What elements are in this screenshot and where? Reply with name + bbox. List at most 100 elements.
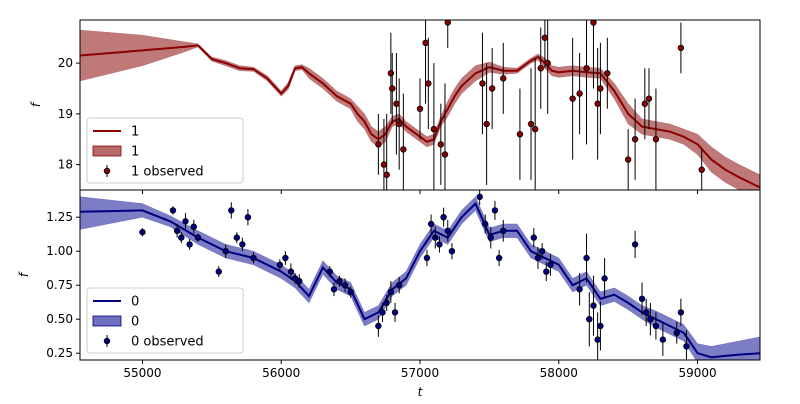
legend-label: 0 — [131, 295, 139, 310]
observed-point — [228, 202, 235, 219]
bottom-panel-plot-area — [80, 190, 760, 360]
observed-point — [538, 243, 546, 260]
observed-point — [395, 78, 403, 170]
observed-point — [400, 93, 407, 190]
legend-label: 1 — [131, 125, 139, 140]
legend-label: 0 — [131, 315, 139, 330]
legend-entry: 1 — [93, 125, 139, 140]
observed-point — [530, 228, 537, 248]
observed-point — [194, 233, 202, 242]
observed-point — [624, 129, 632, 190]
observed-point — [380, 118, 388, 190]
observed-point — [583, 20, 590, 145]
observed-point — [330, 282, 338, 297]
legend-entry: 0 observed — [103, 335, 204, 350]
legend-label: 1 observed — [131, 165, 204, 180]
legend-entry: 1 — [92, 145, 139, 160]
observed-point — [583, 233, 590, 283]
top-panel-legend: 1 1 1 observed — [86, 117, 244, 184]
observed-point — [276, 259, 284, 271]
bottom-panel-points — [139, 190, 690, 360]
observed-point — [427, 214, 435, 234]
observed-point — [287, 263, 295, 280]
observed-point — [601, 258, 608, 299]
observed-point — [645, 68, 653, 130]
bottom-panel-y-label: f — [17, 271, 31, 277]
observed-point — [641, 68, 649, 140]
observed-point — [347, 286, 354, 298]
observed-point — [416, 78, 424, 140]
observed-point — [379, 302, 386, 322]
observed-point — [437, 103, 445, 185]
y-tick-label: 1.25 — [46, 210, 73, 224]
top-panel-x-ticks — [141, 190, 699, 194]
observed-point — [375, 113, 382, 175]
observed-point — [647, 302, 654, 336]
observed-point — [326, 266, 333, 278]
observed-point — [250, 252, 257, 264]
observed-point — [576, 272, 583, 306]
observed-point — [341, 278, 349, 292]
observed-point — [391, 302, 399, 322]
observed-point — [483, 63, 490, 185]
observed-point — [677, 298, 685, 326]
observed-point — [487, 226, 494, 249]
observed-point — [531, 58, 539, 190]
observed-point — [576, 52, 583, 135]
top-panel-y-label: f — [29, 101, 43, 107]
uncertainty-band — [80, 29, 760, 190]
observed-point — [233, 232, 241, 244]
observed-point — [393, 52, 400, 155]
observed-point — [604, 37, 611, 109]
observed-point — [186, 238, 193, 250]
observed-point — [389, 52, 396, 125]
top-panel-y-ticks: 18 19 20 — [58, 56, 80, 172]
top-panel-points — [375, 20, 705, 190]
observed-point — [652, 312, 660, 340]
observed-point — [537, 27, 544, 109]
observed-point — [482, 214, 489, 234]
observed-point — [491, 200, 499, 220]
observed-point — [436, 236, 443, 253]
observed-point — [190, 219, 197, 234]
observed-point — [534, 247, 542, 269]
legend-label: 1 — [131, 145, 139, 160]
x-tick-label: 57000 — [401, 366, 439, 380]
top-panel-plot-area — [80, 20, 760, 190]
observed-point — [590, 275, 597, 336]
x-tick-label: 55000 — [123, 366, 161, 380]
observed-point — [569, 37, 576, 160]
observed-point — [516, 88, 524, 180]
observed-point — [430, 63, 438, 190]
observed-point — [425, 37, 432, 130]
legend-box — [86, 117, 244, 184]
observed-point — [244, 209, 252, 226]
observed-point — [527, 68, 535, 180]
observed-point — [500, 219, 507, 242]
observed-point — [597, 42, 604, 135]
top-panel-bands — [80, 29, 760, 190]
top-panel: 18 19 20 f 1 1 1 observed — [29, 19, 761, 194]
y-tick-label: 20 — [58, 56, 73, 70]
y-tick-label: 0.75 — [46, 278, 73, 292]
legend-entry: 0 — [93, 295, 139, 310]
bottom-panel: 0.25 0.50 0.75 1.00 1.25 55000 56000 57000 5800… — [17, 189, 761, 399]
observed-point — [698, 149, 705, 190]
observed-point — [440, 207, 447, 227]
observed-point — [441, 83, 449, 190]
observed-point — [239, 237, 246, 252]
observed-point — [677, 22, 685, 74]
observed-point — [631, 230, 639, 258]
observed-point — [182, 213, 189, 230]
legend-label: 0 observed — [131, 335, 204, 350]
observed-point — [683, 330, 690, 360]
observed-point — [383, 294, 390, 312]
observed-point — [336, 275, 343, 287]
observed-point — [173, 224, 181, 238]
observed-point — [673, 321, 680, 344]
observed-point — [543, 262, 550, 282]
observed-point — [479, 32, 486, 135]
bottom-panel-x-ticks: 55000 56000 57000 58000 59000 — [123, 360, 717, 380]
observed-point — [448, 243, 456, 260]
